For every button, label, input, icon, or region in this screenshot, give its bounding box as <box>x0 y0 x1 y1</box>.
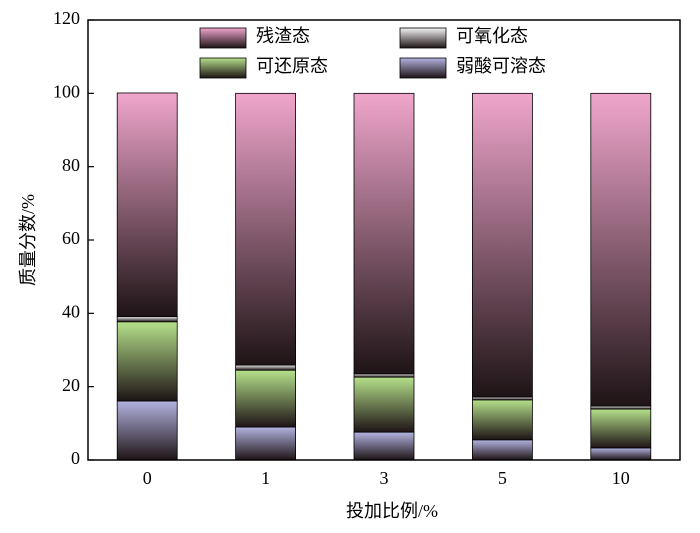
legend-label: 残渣态 <box>256 26 310 46</box>
x-tick-label: 10 <box>612 468 630 488</box>
y-tick-label: 20 <box>62 375 80 395</box>
legend-swatch <box>399 27 447 49</box>
y-tick-label: 100 <box>53 81 80 101</box>
bar-segment <box>471 439 533 461</box>
y-tick-label: 120 <box>53 8 80 28</box>
y-tick-label: 0 <box>71 448 80 468</box>
bar-segment <box>353 373 415 378</box>
x-axis-label: 投加比例/% <box>346 501 438 521</box>
bar-segment <box>353 92 415 375</box>
x-tick-label: 3 <box>380 468 389 488</box>
bar-segment <box>471 396 533 401</box>
bar-segment <box>235 426 297 461</box>
y-tick-label: 60 <box>62 228 80 248</box>
bar-segment <box>353 431 415 461</box>
legend-label: 弱酸可溶态 <box>456 56 546 76</box>
bar-segment <box>235 369 297 428</box>
bar-segment <box>116 321 178 402</box>
bar-segment <box>471 399 533 441</box>
bar-segment <box>116 92 178 318</box>
y-tick-label: 40 <box>62 301 80 321</box>
y-axis-label: 质量分数/% <box>18 194 38 286</box>
bar-segment <box>590 447 652 461</box>
bar-segment <box>116 316 178 323</box>
bar-segment <box>353 376 415 433</box>
legend-swatch <box>199 57 247 79</box>
x-tick-label: 5 <box>498 468 507 488</box>
legend-label: 可还原态 <box>256 56 328 76</box>
legend-label: 可氧化态 <box>456 26 528 46</box>
legend-swatch <box>399 57 447 79</box>
bar-segment <box>235 364 297 371</box>
bar-segment <box>235 92 297 366</box>
plot-frame <box>87 19 681 461</box>
bar-segment <box>471 92 533 398</box>
y-tick-label: 80 <box>62 155 80 175</box>
legend-swatch <box>199 27 247 49</box>
bar-segment <box>590 405 652 410</box>
x-tick-label: 0 <box>143 468 152 488</box>
x-tick-label: 1 <box>261 468 270 488</box>
bar-segment <box>590 408 652 449</box>
bar-segment <box>590 92 652 407</box>
bar-segment <box>116 400 178 461</box>
